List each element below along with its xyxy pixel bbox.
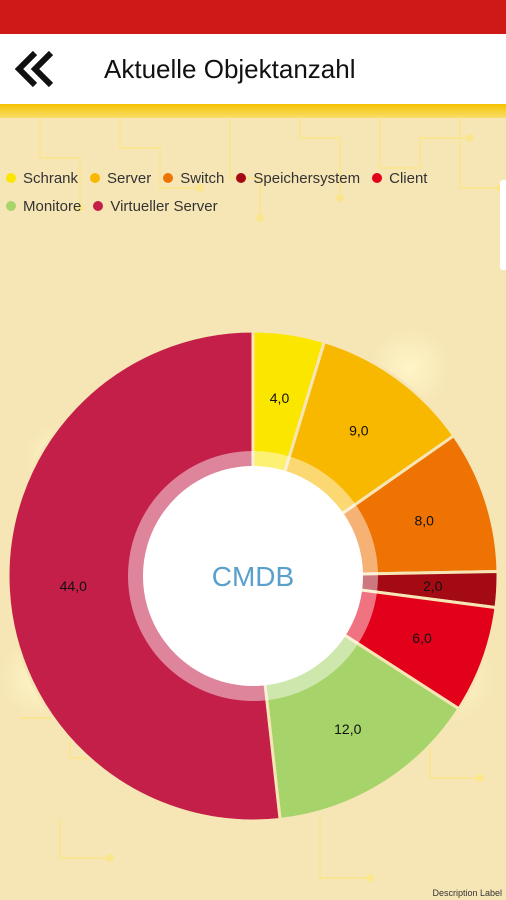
chart-data-label: 4,0: [270, 390, 290, 406]
legend-label: Server: [107, 169, 152, 187]
back-button[interactable]: [0, 34, 70, 104]
legend-item: Schrank: [6, 168, 78, 188]
legend-item: Client: [372, 168, 427, 188]
chart-data-label: 44,0: [60, 578, 87, 594]
chart-data-label: 2,0: [423, 578, 443, 594]
chart-data-label: 8,0: [414, 512, 434, 528]
header-accent-band: [0, 104, 506, 118]
donut-center: [143, 466, 363, 686]
legend-label: Speichersystem: [253, 169, 361, 187]
chart-data-label: 12,0: [334, 721, 361, 737]
legend-swatch: [90, 173, 101, 183]
legend-item: Server: [90, 168, 151, 188]
legend-item: Monitore: [6, 196, 81, 216]
legend-swatch: [6, 201, 16, 211]
legend-label: Virtueller Server: [110, 197, 218, 215]
double-chevron-left-icon: [14, 50, 54, 88]
description-label: Description Label: [432, 888, 502, 898]
scroll-indicator[interactable]: [500, 180, 506, 270]
legend-label: Switch: [180, 169, 225, 187]
legend-item: Virtueller Server: [93, 196, 218, 216]
status-bar: [0, 0, 506, 34]
page-title: Aktuelle Objektanzahl: [104, 53, 356, 84]
chart-data-label: 6,0: [412, 630, 432, 646]
donut-chart: CMDB 4,0 9,0 8,0 2,0 6,0 12,0 44,0: [6, 329, 500, 823]
legend-item: Speichersystem: [236, 168, 360, 188]
legend-swatch: [236, 173, 247, 183]
chart-legend: Schrank Server Switch Speichersystem Client M…: [6, 168, 476, 216]
legend-swatch: [93, 201, 104, 211]
legend-label: Schrank: [23, 169, 79, 187]
legend-swatch: [6, 173, 16, 183]
app-bar: Aktuelle Objektanzahl: [0, 34, 506, 104]
legend-swatch: [372, 173, 383, 183]
chart-center-label: CMDB: [212, 561, 294, 592]
chart-data-label: 9,0: [349, 422, 369, 438]
legend-label: Monitore: [23, 197, 82, 215]
legend-item: Switch: [163, 168, 224, 188]
legend-label: Client: [389, 169, 428, 187]
legend-swatch: [163, 173, 174, 183]
